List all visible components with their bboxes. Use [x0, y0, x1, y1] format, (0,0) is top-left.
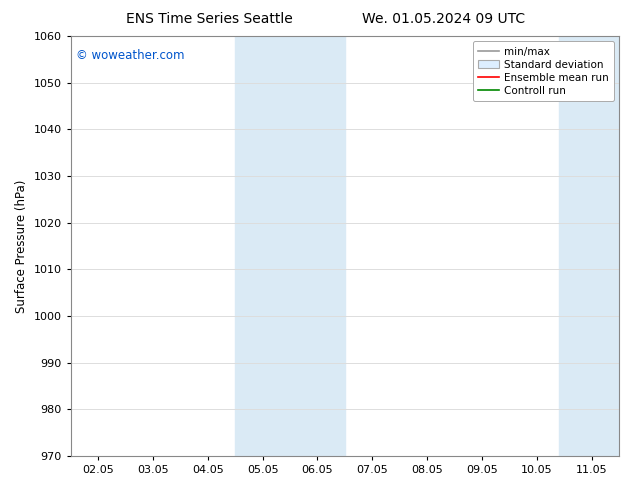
Bar: [559, 36, 592, 456]
Y-axis label: Surface Pressure (hPa): Surface Pressure (hPa): [15, 179, 28, 313]
Legend: min/max, Standard deviation, Ensemble mean run, Controll run: min/max, Standard deviation, Ensemble me…: [472, 41, 614, 101]
Text: We. 01.05.2024 09 UTC: We. 01.05.2024 09 UTC: [362, 12, 526, 26]
Bar: [290, 36, 345, 456]
Text: © woweather.com: © woweather.com: [76, 49, 184, 62]
Bar: [592, 36, 624, 456]
Text: ENS Time Series Seattle: ENS Time Series Seattle: [126, 12, 293, 26]
Bar: [235, 36, 290, 456]
